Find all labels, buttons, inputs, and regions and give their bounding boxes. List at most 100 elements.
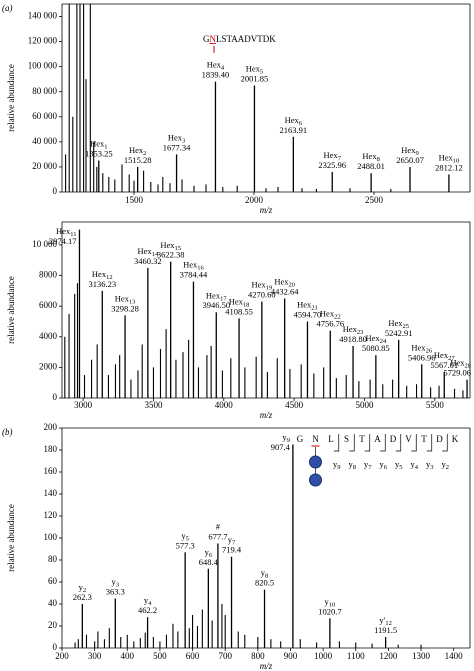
peak-ion-label: Hex11 xyxy=(56,226,76,239)
residue: A xyxy=(374,434,381,444)
x-tick-label: 400 xyxy=(121,651,135,661)
ion-name: Hex xyxy=(388,318,403,328)
peak-mz-label: 577.3 xyxy=(176,540,195,550)
x-tick-label: 4500 xyxy=(285,400,304,410)
ion-name: y xyxy=(261,568,266,578)
cleavage-mark xyxy=(380,434,386,452)
cleavage-mark xyxy=(333,434,340,452)
residue: T xyxy=(421,434,427,444)
peak-mz-label: 3784.44 xyxy=(180,270,208,280)
peak-mz-label: 4108.55 xyxy=(225,306,253,316)
peak-mz-label: 4270.60 xyxy=(248,290,276,300)
peak-ion-label: y′12 xyxy=(379,615,392,628)
peak-mz-label: 5080.85 xyxy=(362,343,390,353)
ion-index: 22 xyxy=(334,314,341,321)
fragment-label: y6 xyxy=(380,459,388,472)
y-tick-label: 20 xyxy=(48,620,58,630)
x-tick-label: 3500 xyxy=(144,400,163,410)
peak-ion-label: y3 xyxy=(112,576,120,589)
x-axis-label: m/z xyxy=(260,661,273,671)
x-tick-label: 800 xyxy=(251,651,265,661)
peak-mz-label: 262.3 xyxy=(73,592,92,602)
ion-index: 2 xyxy=(83,587,86,594)
cleavage-mark xyxy=(395,434,402,452)
cleavage-mark xyxy=(364,434,371,452)
ion-index: 18 xyxy=(243,302,250,309)
x-tick-label: 1500 xyxy=(125,195,144,205)
y-tick-label: 80 xyxy=(48,554,58,564)
residue: D xyxy=(436,434,443,444)
peak-ion-label: y7 xyxy=(228,535,236,548)
peak-mz-label: 1839.40 xyxy=(202,70,230,80)
peak-mz-label: 2163.91 xyxy=(280,125,308,135)
ion-index: 2 xyxy=(143,150,146,157)
peak-ion-label: y4 xyxy=(144,595,152,608)
y-axis-label: relative abundance xyxy=(6,276,16,344)
glycan-hexnac xyxy=(309,473,322,487)
cleavage-mark xyxy=(426,434,433,452)
peak-ion-label: Hex7 xyxy=(324,150,342,163)
peak-ion-label: Hex19 xyxy=(252,280,273,293)
y-axis-label: relative abundance xyxy=(6,504,16,572)
residue: N xyxy=(312,434,319,444)
y-tick-label: 100 xyxy=(44,532,58,542)
ion-name: y xyxy=(205,547,210,557)
fragment-name: y xyxy=(411,459,416,469)
peak-ion-label: y5 xyxy=(181,530,189,543)
peak-mz-label: 1515.28 xyxy=(124,155,152,165)
fragment-label: y4 xyxy=(411,459,419,472)
peak-ion-label: Hex27 xyxy=(434,350,455,363)
peak-mz-label: 4918.80 xyxy=(339,334,367,344)
ion-name: y xyxy=(112,576,117,586)
residue: G xyxy=(203,34,210,44)
peak-mz-label: 3136.23 xyxy=(88,279,116,289)
ion-name: y xyxy=(325,596,330,606)
x-tick-label: 500 xyxy=(153,651,167,661)
ion-index: 3 xyxy=(116,582,119,589)
y-tick-label: 200 xyxy=(44,422,58,432)
peak-mz-label: 5242.91 xyxy=(385,328,413,338)
y-tick-label: 4000 xyxy=(39,331,58,341)
peak-mz-label: 4594.70 xyxy=(294,309,322,319)
ion-index: 19 xyxy=(266,285,273,292)
peak-ion-label: Hex5 xyxy=(246,63,263,76)
residue: LSTAADVTDK xyxy=(216,34,276,44)
ion-index: 27 xyxy=(448,355,455,362)
panel: 0 20 000 40 000 60 000 80 000 100 000 120 000 1… xyxy=(2,3,471,215)
peptide-sequence: GNLSTAADVTDK xyxy=(203,34,276,44)
peak-mz-label: 4432.64 xyxy=(271,286,299,296)
y-tick-label: 20 000 xyxy=(32,161,57,171)
ion-index: 1 xyxy=(104,144,107,151)
peak-ion-label: y8 xyxy=(261,568,269,581)
ion-name: Hex xyxy=(366,333,381,343)
ion-index: 21 xyxy=(311,305,318,312)
peak-ion-label: Hex15 xyxy=(160,240,181,253)
x-tick-label: 1400 xyxy=(445,651,464,661)
peak-mz-label: 2325.96 xyxy=(318,160,346,170)
peak-mz-label: 462.2 xyxy=(138,605,157,615)
peak-ion-label: Hex22 xyxy=(320,309,341,322)
ion-index: 15 xyxy=(175,245,182,252)
fragment-label: y3 xyxy=(426,459,434,472)
y-tick-label: 140 xyxy=(44,488,58,498)
ion-index: 24 xyxy=(380,339,387,346)
peak-mz-label: 1191.5 xyxy=(374,625,397,635)
ion-index: 6 xyxy=(299,120,303,127)
ion-name: Hex xyxy=(160,240,175,250)
ion-index: 12 xyxy=(106,274,113,281)
ion-name: Hex xyxy=(297,299,312,309)
peak-mz-label: 4756.76 xyxy=(316,319,344,329)
peak-ion-label: Hex14 xyxy=(138,246,159,259)
ion-name: Hex xyxy=(138,246,153,256)
residue: G xyxy=(297,434,304,444)
peak-ion-label: Hex23 xyxy=(343,324,364,337)
ion-name: Hex xyxy=(90,139,105,149)
peak-mz-label: 5567.01 xyxy=(430,360,458,370)
fragment-index: 2 xyxy=(446,464,449,471)
fragment-label: y5 xyxy=(395,459,403,472)
ion-index: 17 xyxy=(220,296,227,303)
peak-ion-label: # xyxy=(216,521,221,531)
ion-name: Hex xyxy=(343,324,358,334)
peak-mz-label: 677.7 xyxy=(208,531,227,541)
y-tick-label: 6000 xyxy=(39,300,58,310)
